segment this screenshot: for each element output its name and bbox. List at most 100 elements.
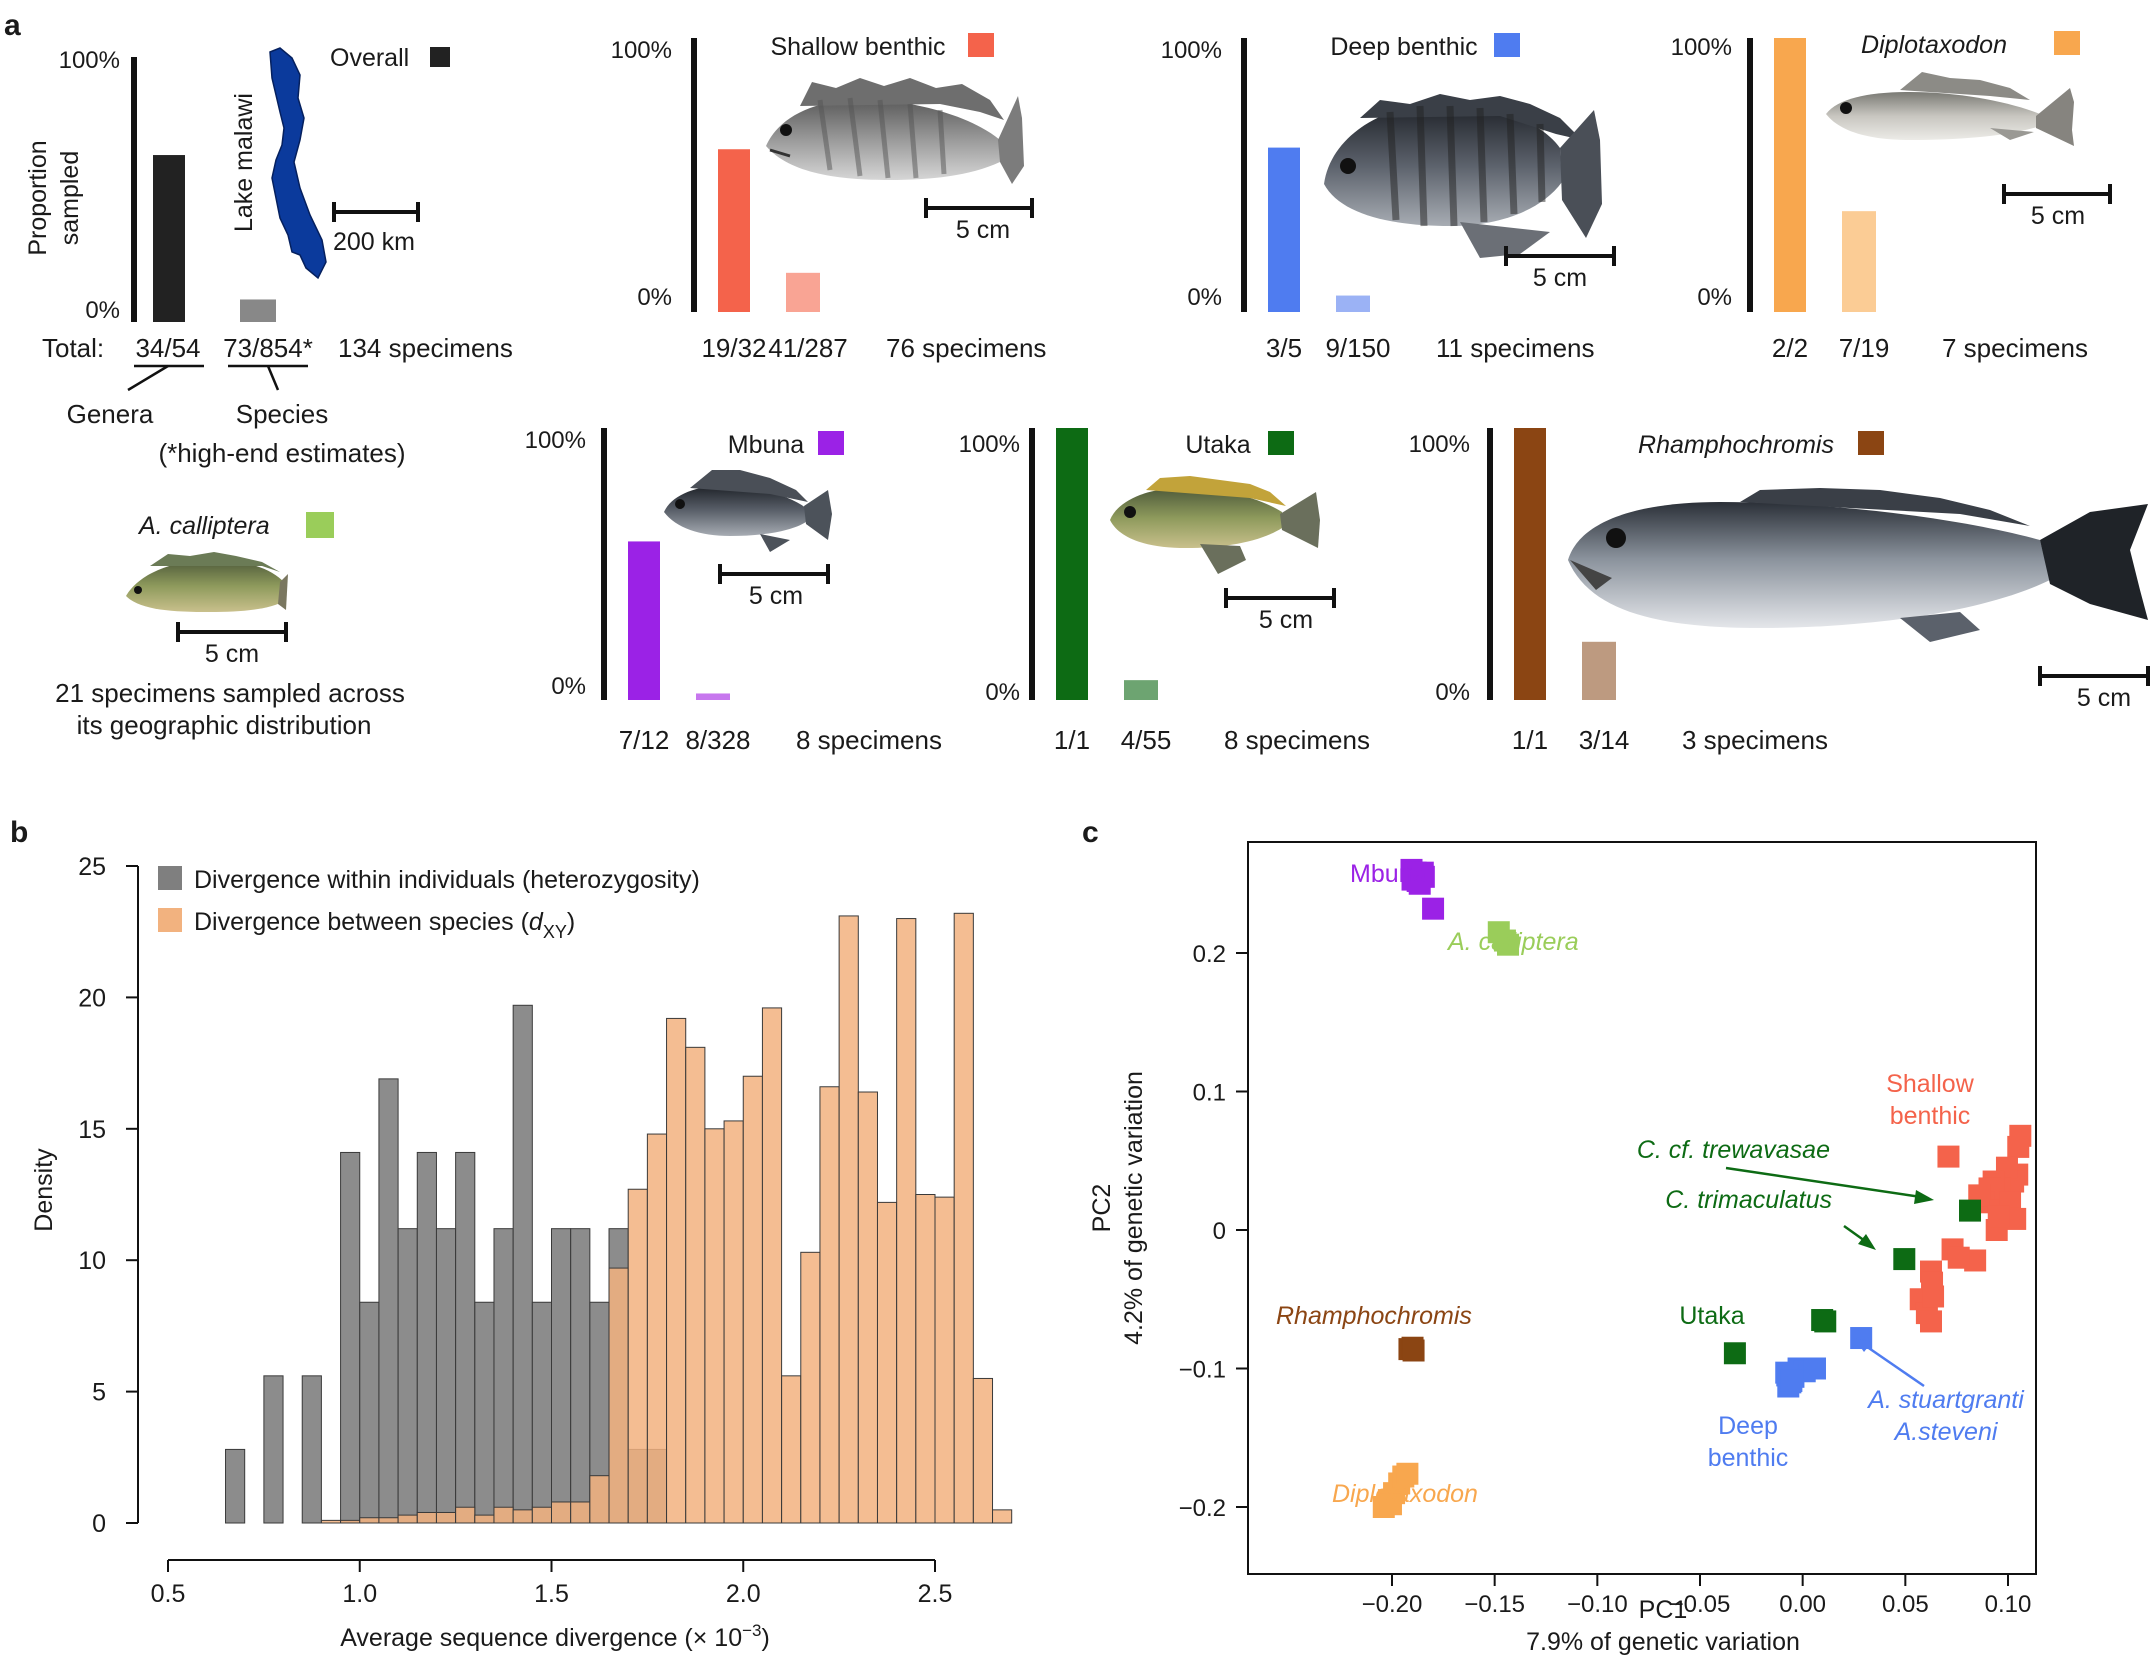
pca-label-diplo: Diplotaxodon [1332, 1480, 1478, 1508]
hist-x-tick-label-2: 1.5 [534, 1580, 569, 1608]
histogram-bars [225, 912, 1013, 1524]
hist-bar-1-26 [819, 1086, 840, 1524]
overall-title: Overall [330, 44, 409, 72]
utaka-genera-bar [1056, 428, 1088, 700]
rhampho-scale-bar: 5 cm [2038, 666, 2150, 712]
diplo-title: Diplotaxodon [1861, 31, 2007, 59]
pca-label-steveni: A.steveni [1893, 1418, 1999, 1446]
calliptera-scale-label: 5 cm [205, 640, 259, 668]
hist-bar-0-8 [378, 1078, 399, 1524]
diplo-y-bottom: 0% [1697, 284, 1732, 311]
rhampho-title: Rhamphochromis [1638, 431, 1834, 459]
pca-label-mbuna: Mbuna [1350, 860, 1427, 888]
hist-bar-1-10 [512, 1509, 533, 1524]
legend-label-dxy-sub: XY [543, 922, 567, 942]
hist-bar-1-0 [320, 1519, 342, 1524]
mbuna-y-top: 100% [525, 427, 586, 454]
diplo-scale-bar: 5 cm [2002, 184, 2112, 230]
hist-bar-1-25 [800, 1251, 821, 1524]
panel-a-letter: a [4, 9, 21, 42]
overall-species-bar [240, 299, 276, 322]
hist-bar-1-12 [551, 1501, 572, 1524]
pca-point-5-3 [1893, 1248, 1916, 1271]
hist-bar-1-6 [435, 1511, 457, 1524]
pca-label-stuartgranti: A. stuartgranti [1866, 1386, 2025, 1414]
hist-bar-0-0 [225, 1448, 246, 1524]
calliptera-swatch [306, 512, 334, 538]
pca-label-shallow-1: Shallow [1886, 1070, 1974, 1098]
pca-label-trimaculatus: C. trimaculatus [1665, 1186, 1832, 1214]
histogram-xlabel-close: ) [761, 1624, 769, 1652]
hist-bar-1-32 [934, 1196, 955, 1524]
pca-point-4-24 [1922, 1285, 1945, 1308]
pca-point-4-0 [1937, 1145, 1960, 1168]
histogram-xlabel-text: Average sequence divergence (× 10 [340, 1624, 742, 1652]
pca-point-5-2 [1814, 1310, 1837, 1333]
hist-bar-1-9 [493, 1506, 514, 1524]
pca-label-deep-1: Deep [1718, 1412, 1778, 1440]
histogram-xlabel-sup: −3 [742, 1621, 761, 1640]
genera-connector [127, 364, 169, 392]
overall-section: 100% 0% Proportion sampled Overall Lake … [24, 44, 513, 468]
hist-bar-1-17 [646, 1133, 668, 1524]
hist-bar-0-2 [263, 1375, 284, 1524]
diplo-genera-bar [1774, 38, 1806, 312]
rhampho-specimens: 3 specimens [1682, 725, 1828, 755]
mbuna-swatch [818, 431, 844, 455]
overall-genera-label: 34/54 [135, 333, 200, 363]
rhampho-y-top: 100% [1409, 431, 1470, 458]
hist-bar-0-13 [474, 1301, 495, 1524]
diplo-y-top: 100% [1671, 34, 1732, 61]
legend-swatch-heterozygosity [158, 866, 182, 890]
utaka-fish-icon [1110, 476, 1320, 574]
utaka-group-panel: 100% 0% Utaka 1/1 4/55 8 specimens [959, 428, 1370, 755]
mbuna-species-label: 8/328 [685, 725, 750, 755]
mbuna-genera-label: 7/12 [619, 725, 670, 755]
deep-title: Deep benthic [1330, 33, 1477, 61]
rhampho-species-label: 3/14 [1579, 725, 1630, 755]
mbuna-fish-icon [664, 470, 832, 552]
diplo-species-bar [1842, 211, 1876, 312]
pca-point-5-4 [1959, 1199, 1982, 1222]
overall-genera-bar [153, 155, 185, 322]
pca-group-3 [1372, 1462, 1419, 1518]
hist-bar-1-15 [608, 1267, 629, 1524]
deep-specimens: 11 specimens [1436, 333, 1595, 363]
rhampho-group-panel: 100% 0% Rhamphochromis 1/1 3/14 3 specimens [1409, 428, 1884, 755]
map-label: Lake malawi [230, 93, 258, 232]
hist-bar-0-18 [570, 1228, 591, 1524]
diplotaxodon-fish-icon [1826, 72, 2074, 146]
pca-x-tick-label-5: 0.05 [1882, 1591, 1929, 1618]
hist-bar-0-10 [416, 1151, 437, 1524]
hist-series-0 [225, 1004, 668, 1524]
hist-x-tick-label-1: 1.0 [342, 1580, 377, 1608]
hist-y-tick-label-4: 20 [78, 984, 106, 1012]
mbuna-y-bottom: 0% [551, 673, 586, 700]
pca-x-tick-label-0: −0.20 [1362, 1591, 1423, 1618]
hist-bar-1-16 [627, 1188, 648, 1524]
mbuna-group-panel: 100% 0% Mbuna 7/12 8/328 8 specimens [525, 427, 942, 755]
legend-label-dxy-text: Divergence between species [194, 908, 514, 936]
hist-bar-0-12 [455, 1151, 476, 1524]
hist-bar-1-24 [781, 1375, 802, 1524]
overall-swatch [430, 47, 450, 67]
hist-series-1 [320, 912, 1013, 1524]
utaka-genera-label: 1/1 [1054, 725, 1090, 755]
panel-b-letter: b [10, 816, 28, 849]
hist-bar-1-19 [685, 1046, 706, 1524]
hist-bar-0-11 [435, 1228, 457, 1524]
hist-bar-0-14 [493, 1228, 514, 1524]
utaka-species-bar [1124, 680, 1158, 700]
calliptera-note-line2: its geographic distribution [77, 710, 372, 740]
hist-x-tick-label-0: 0.5 [151, 1580, 186, 1608]
arrow-trewavasae [1725, 1166, 1929, 1200]
hist-bar-1-22 [742, 1075, 763, 1524]
pca-points [1372, 858, 2032, 1518]
shallow-specimens: 76 specimens [886, 333, 1046, 363]
pca-group-6 [1775, 1327, 1873, 1398]
rhamphochromis-fish-icon [1568, 488, 2148, 642]
hist-bar-0-7 [359, 1301, 380, 1524]
hist-bar-1-23 [761, 1007, 783, 1524]
species-caption: Species [236, 399, 329, 429]
